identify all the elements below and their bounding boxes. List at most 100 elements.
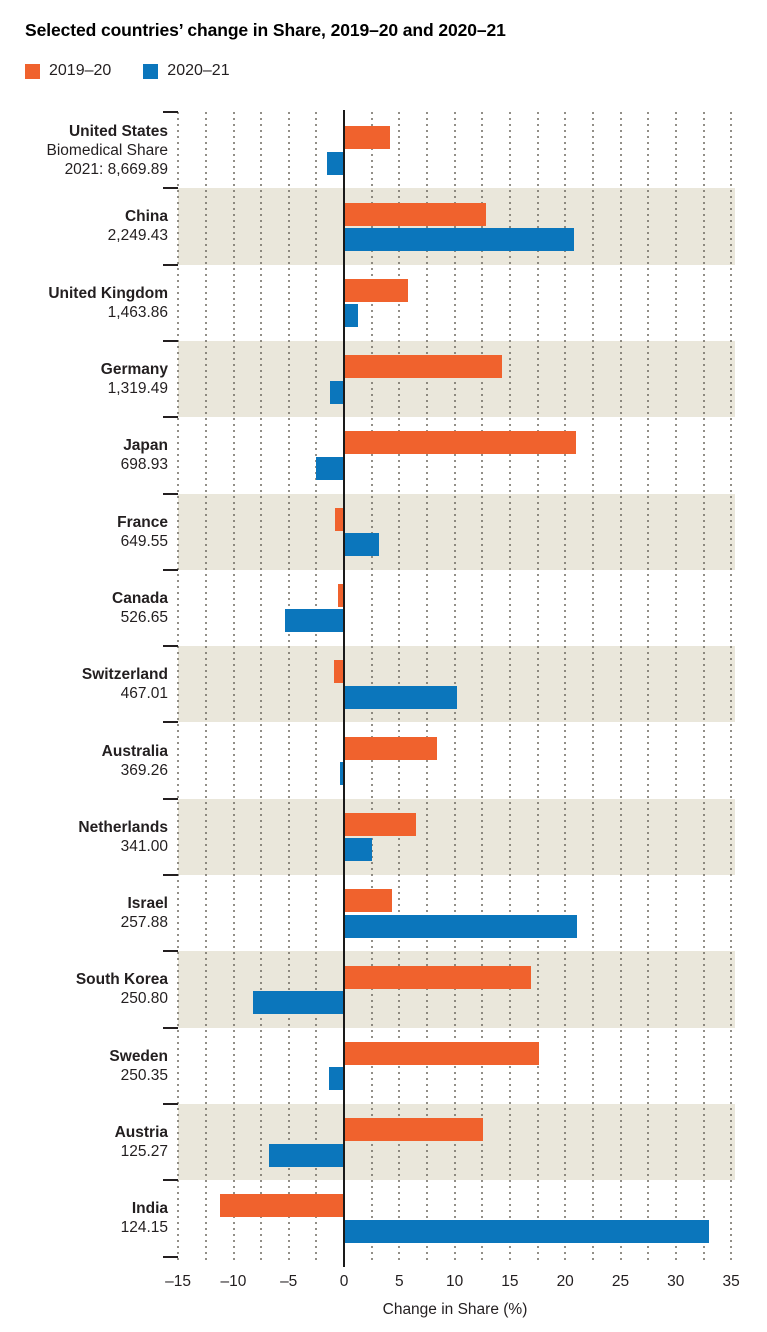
country-name: Germany bbox=[100, 361, 168, 379]
bar-2020-21 bbox=[344, 304, 359, 328]
country-label: France 649.55 bbox=[0, 513, 168, 551]
row-boundary-tick bbox=[163, 1102, 178, 1105]
gridline bbox=[232, 112, 235, 1263]
row-stripe bbox=[178, 1103, 735, 1181]
country-label: Australia 369.26 bbox=[0, 742, 168, 780]
x-tick-label: 0 bbox=[339, 1273, 349, 1290]
country-name: Netherlands bbox=[78, 818, 168, 836]
gridline bbox=[647, 112, 650, 1263]
gridline bbox=[509, 112, 511, 1263]
country-share-value: 649.55 bbox=[120, 532, 168, 550]
gridline bbox=[481, 112, 484, 1263]
country-name: Australia bbox=[101, 742, 168, 760]
row-stripe bbox=[178, 646, 735, 723]
row-boundary-tick bbox=[163, 111, 178, 113]
row-stripe bbox=[178, 493, 735, 570]
row-boundary-tick bbox=[163, 263, 178, 266]
row-boundary-tick bbox=[163, 339, 178, 342]
bar-2019-20 bbox=[344, 202, 486, 226]
row-boundary-tick bbox=[163, 492, 178, 495]
country-name: United States bbox=[68, 122, 168, 140]
country-label: United States Biomedical Share 2021: 8,669… bbox=[0, 122, 168, 179]
country-share-value: 2,249.43 bbox=[107, 227, 168, 245]
bar-2020-21 bbox=[285, 609, 344, 633]
country-share-value: 2021: 8,669.89 bbox=[64, 160, 168, 178]
bar-2019-20 bbox=[334, 660, 344, 684]
country-name: Switzerland bbox=[81, 666, 168, 684]
legend-item-2019-20: 2019–20 bbox=[25, 62, 111, 80]
country-name: Austria bbox=[114, 1124, 168, 1142]
bar-2019-20 bbox=[344, 1041, 539, 1065]
country-label: Canada 526.65 bbox=[0, 589, 168, 627]
gridline bbox=[619, 112, 622, 1263]
zero-axis-line bbox=[342, 110, 346, 1267]
bar-2019-20 bbox=[220, 1194, 344, 1218]
country-label: Netherlands 341.00 bbox=[0, 818, 168, 856]
gridline bbox=[204, 112, 207, 1263]
legend-swatch-2020-21-icon bbox=[143, 63, 159, 79]
bar-2020-21 bbox=[327, 151, 344, 175]
bar-2019-20 bbox=[335, 507, 344, 531]
gridline bbox=[730, 112, 733, 1263]
bar-2020-21 bbox=[316, 456, 344, 480]
gridline bbox=[591, 112, 594, 1263]
legend-label-2020-21: 2020–21 bbox=[167, 62, 230, 79]
gridline bbox=[315, 112, 318, 1263]
country-share-value: 467.01 bbox=[120, 685, 168, 703]
country-label: China 2,249.43 bbox=[0, 207, 168, 245]
bar-2019-20 bbox=[344, 736, 437, 760]
bar-2019-20 bbox=[344, 278, 409, 302]
bar-2020-21 bbox=[344, 227, 575, 251]
row-boundary-tick bbox=[163, 874, 178, 876]
country-share-value: 369.26 bbox=[120, 761, 168, 779]
country-label: Switzerland 467.01 bbox=[0, 665, 168, 703]
gridline bbox=[674, 112, 677, 1263]
gridline bbox=[536, 112, 539, 1263]
legend-label-2019-20: 2019–20 bbox=[49, 62, 112, 79]
country-share-value: 1,463.86 bbox=[107, 303, 168, 321]
bar-2020-21 bbox=[339, 762, 344, 785]
gridline bbox=[564, 112, 567, 1263]
country-name: France bbox=[117, 513, 168, 531]
country-label: South Korea 250.80 bbox=[0, 970, 168, 1008]
x-tick-label: –15 bbox=[165, 1273, 192, 1290]
bar-2019-20 bbox=[344, 431, 577, 455]
x-tick-label: 20 bbox=[556, 1273, 574, 1290]
bar-2020-21 bbox=[344, 838, 372, 862]
gridline bbox=[260, 112, 263, 1263]
bar-2020-21 bbox=[344, 685, 457, 709]
bar-2019-20 bbox=[344, 965, 531, 989]
row-stripe bbox=[178, 798, 735, 875]
country-share-value: 124.15 bbox=[120, 1219, 168, 1237]
bar-2019-20 bbox=[344, 812, 416, 836]
country-note: Biomedical Share bbox=[46, 141, 168, 159]
legend: 2019–20 2020–21 bbox=[25, 62, 230, 80]
bar-2019-20 bbox=[344, 126, 391, 150]
legend-item-2020-21: 2020–21 bbox=[143, 62, 230, 80]
gridline bbox=[287, 112, 290, 1263]
country-name: United Kingdom bbox=[48, 284, 168, 302]
country-name: Canada bbox=[112, 589, 168, 607]
country-label: India 124.15 bbox=[0, 1199, 168, 1237]
row-boundary-tick bbox=[163, 416, 178, 419]
gridline bbox=[177, 112, 180, 1263]
row-boundary-tick bbox=[163, 187, 178, 190]
row-stripe bbox=[178, 340, 735, 418]
row-boundary-tick bbox=[163, 797, 178, 800]
country-share-value: 250.35 bbox=[120, 1066, 168, 1084]
x-tick-label: 15 bbox=[501, 1273, 519, 1290]
chart-title: Selected countries’ change in Share, 201… bbox=[25, 20, 506, 40]
country-name: India bbox=[131, 1200, 168, 1218]
country-label: Germany 1,319.49 bbox=[0, 360, 168, 398]
bar-2019-20 bbox=[338, 584, 344, 607]
bar-2020-21 bbox=[328, 1067, 344, 1091]
x-tick-label: –5 bbox=[280, 1273, 298, 1290]
country-name: China bbox=[124, 208, 168, 226]
bar-2020-21 bbox=[344, 914, 578, 938]
country-label: Japan 698.93 bbox=[0, 436, 168, 474]
legend-swatch-2019-20-icon bbox=[25, 63, 40, 79]
x-axis-title: Change in Share (%) bbox=[382, 1301, 528, 1318]
row-boundary-tick bbox=[163, 950, 178, 953]
